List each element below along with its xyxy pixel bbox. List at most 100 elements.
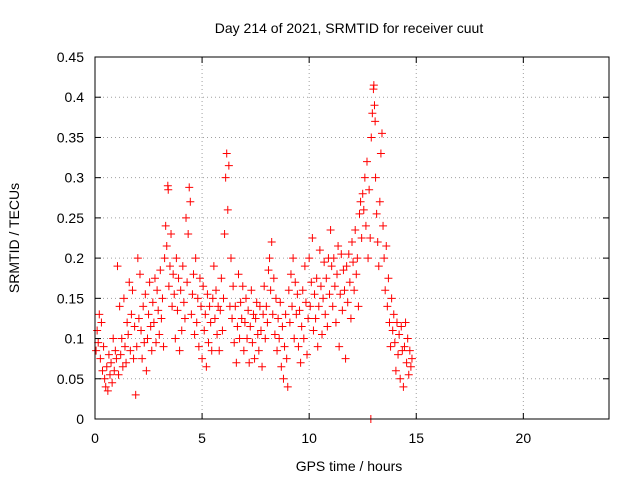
data-point <box>161 221 170 230</box>
data-point <box>318 330 327 339</box>
data-point <box>273 346 282 355</box>
data-point <box>353 254 362 263</box>
y-tick-label: 0.25 <box>57 210 84 226</box>
data-point <box>114 370 123 379</box>
data-point <box>301 298 310 307</box>
data-point <box>355 209 364 218</box>
data-point <box>340 286 349 295</box>
data-point <box>92 346 101 355</box>
data-point <box>203 290 212 299</box>
x-tick-label: 20 <box>516 430 532 446</box>
data-point <box>197 302 206 311</box>
data-point <box>100 374 109 383</box>
data-point <box>135 270 144 279</box>
data-point <box>192 318 201 327</box>
data-point <box>235 334 244 343</box>
data-point <box>190 330 199 339</box>
data-point <box>191 254 200 263</box>
data-point <box>331 318 340 327</box>
data-point <box>399 382 408 391</box>
data-point <box>360 173 369 182</box>
data-point <box>219 294 228 303</box>
data-point <box>119 294 128 303</box>
data-point <box>187 310 196 319</box>
data-point <box>407 354 416 363</box>
data-point <box>261 334 270 343</box>
data-point <box>306 302 315 311</box>
data-point <box>395 330 404 339</box>
axis-ticks: 0 5 10 15 20 0 0.05 0.1 0.15 0.2 0.25 0.3 0.35 0.4 0.4… <box>57 49 609 446</box>
data-point <box>294 342 303 351</box>
data-point <box>359 205 368 214</box>
data-point <box>289 254 298 263</box>
x-tick-label: 5 <box>198 430 206 446</box>
y-axis-label: SRMTID / TECUs <box>6 183 22 293</box>
y-tick-label: 0.45 <box>57 49 84 65</box>
data-point <box>269 274 278 283</box>
data-point <box>314 302 323 311</box>
data-point <box>400 342 409 351</box>
data-point <box>374 262 383 271</box>
data-point <box>323 322 332 331</box>
data-point <box>158 294 167 303</box>
data-point <box>98 366 107 375</box>
data-point <box>389 310 398 319</box>
data-point <box>312 274 321 283</box>
data-point <box>169 270 178 279</box>
data-point <box>247 286 256 295</box>
data-point <box>228 314 237 323</box>
data-point <box>295 306 304 315</box>
data-point <box>386 342 395 351</box>
data-point <box>104 350 113 359</box>
data-point <box>202 362 211 371</box>
data-point <box>304 314 313 323</box>
data-point <box>234 270 243 279</box>
data-point <box>123 318 132 327</box>
data-point <box>199 282 208 291</box>
data-point <box>337 250 346 259</box>
data-point <box>101 382 110 391</box>
data-point <box>388 326 397 335</box>
data-point <box>103 386 112 395</box>
data-point <box>134 314 143 323</box>
data-point <box>213 330 222 339</box>
data-point <box>131 390 140 399</box>
data-point <box>333 270 342 279</box>
data-point <box>233 322 242 331</box>
data-point <box>381 286 390 295</box>
data-point <box>270 330 279 339</box>
data-point <box>117 334 126 343</box>
data-point <box>141 290 150 299</box>
data-point <box>384 274 393 283</box>
data-point <box>365 185 374 194</box>
data-point <box>186 197 195 206</box>
y-tick-label: 0.4 <box>65 89 85 105</box>
data-point <box>267 238 276 247</box>
data-point <box>96 354 105 363</box>
data-point <box>298 286 307 295</box>
data-point <box>130 322 139 331</box>
data-point <box>385 318 394 327</box>
data-point <box>156 266 165 275</box>
data-point <box>357 234 366 242</box>
data-point <box>176 286 185 295</box>
data-point <box>358 189 367 198</box>
data-point <box>188 290 197 299</box>
y-tick-label: 0.35 <box>57 129 84 145</box>
data-point <box>260 282 269 291</box>
data-point <box>175 346 184 355</box>
data-point <box>310 290 319 299</box>
data-point <box>285 318 294 327</box>
data-point <box>266 286 275 295</box>
data-point <box>321 310 330 319</box>
data-point <box>201 310 210 319</box>
data-point <box>236 298 245 307</box>
data-point <box>362 157 371 166</box>
data-point <box>137 326 146 335</box>
data-point <box>342 262 351 271</box>
data-point <box>271 294 280 303</box>
data-point <box>311 314 320 323</box>
y-tick-label: 0.15 <box>57 290 84 306</box>
data-point <box>402 358 411 367</box>
data-point <box>125 278 134 287</box>
